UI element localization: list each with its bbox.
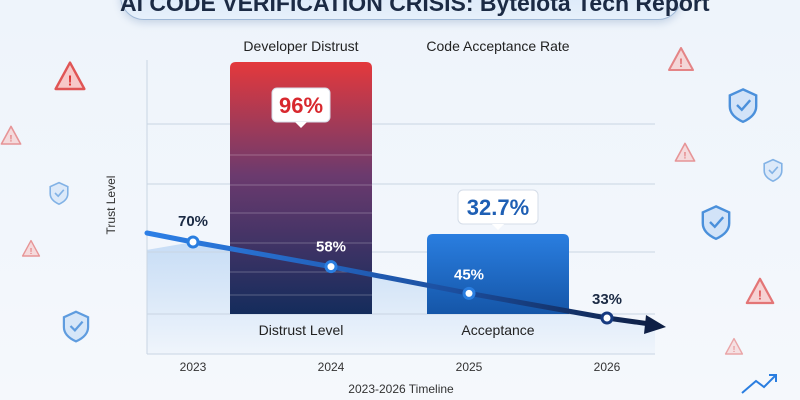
warning-icon-mark: ! — [733, 344, 736, 354]
shield-check-icon — [763, 158, 783, 183]
warning-icon-mark: ! — [679, 56, 683, 70]
shield-check-icon — [49, 181, 69, 206]
shield-shape — [728, 88, 758, 124]
warning-icon: ! — [745, 277, 775, 305]
shield-check — [54, 189, 65, 198]
line-value-label: 45% — [454, 266, 484, 283]
warning-icon-mark: ! — [683, 151, 686, 162]
bar-category-label: Distrust Level — [259, 322, 344, 338]
warning-icon: ! — [668, 47, 694, 71]
warning-icon-shape — [21, 239, 41, 257]
x-tick-label: 2026 — [594, 360, 621, 374]
callout-pointer — [295, 122, 307, 128]
line-point — [186, 235, 200, 249]
shield-shape — [49, 181, 69, 206]
warning-icon-mark: ! — [758, 288, 762, 303]
warning-icon-shape — [745, 277, 775, 305]
warning-icon-mark: ! — [68, 73, 73, 89]
warning-icon: ! — [674, 142, 696, 162]
warning-icon-shape — [724, 337, 744, 355]
trend-line — [144, 230, 653, 327]
x-tick-label: 2024 — [318, 360, 345, 374]
legend-code-acceptance: Code Acceptance Rate — [426, 38, 570, 54]
callout-pointer — [492, 224, 504, 230]
warning-icon: ! — [21, 239, 41, 257]
line-value-label: 58% — [316, 239, 346, 256]
line-value-label: 33% — [592, 291, 622, 308]
bar-acceptance — [427, 234, 569, 314]
line-point — [600, 311, 614, 325]
x-axis-label: 2023-2026 Timeline — [348, 382, 454, 396]
line-area — [147, 242, 655, 354]
warning-icon-shape — [668, 47, 694, 71]
shield-check — [709, 216, 725, 229]
shield-shape — [62, 310, 90, 343]
y-axis-label: Trust Level — [104, 176, 118, 235]
shield-check-icon — [62, 310, 90, 343]
bar-value-label: 32.7% — [467, 195, 529, 220]
line-point — [462, 286, 476, 300]
shield-check — [736, 99, 752, 112]
x-tick-label: 2023 — [180, 360, 207, 374]
shield-check — [69, 320, 84, 333]
shield-check — [768, 166, 779, 175]
shield-shape — [701, 205, 731, 241]
shield-check-icon — [701, 205, 731, 241]
trend-up-icon — [741, 374, 777, 394]
chart-title: AI CODE VERIFICATION CRISIS: ByteIota Te… — [120, 0, 710, 16]
shield-shape — [763, 158, 783, 183]
x-tick-label: 2025 — [456, 360, 483, 374]
warning-icon-shape — [674, 142, 696, 162]
bar-value-label: 96% — [279, 93, 323, 118]
warning-icon-mark: ! — [9, 134, 12, 145]
warning-icon-shape — [0, 125, 22, 145]
trend-arrowhead — [644, 315, 666, 334]
bar-category-label: Acceptance — [461, 322, 534, 338]
warning-icon-shape — [54, 61, 86, 91]
warning-icon: ! — [724, 337, 744, 355]
bar-distrust — [230, 62, 372, 314]
warning-icon: ! — [0, 125, 22, 145]
legend-developer-distrust: Developer Distrust — [243, 38, 359, 54]
warning-icon-mark: ! — [30, 246, 33, 256]
warning-icon: ! — [54, 61, 86, 91]
shield-check-icon — [728, 88, 758, 124]
line-point — [324, 260, 338, 274]
line-value-label: 70% — [178, 213, 208, 230]
